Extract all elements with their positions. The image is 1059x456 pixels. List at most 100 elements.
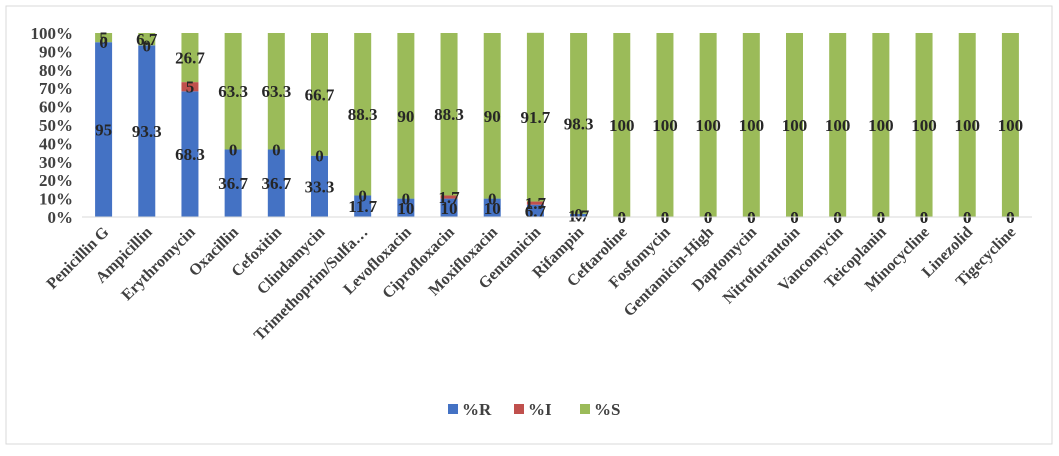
data-label: 1.7 <box>438 188 460 207</box>
legend-label: %S <box>594 400 620 419</box>
bar-segment <box>483 33 501 199</box>
legend-label: %R <box>462 400 492 419</box>
data-label: 11.7 <box>348 197 377 216</box>
data-label: 0 <box>488 190 497 209</box>
y-tick-label: 90% <box>39 42 73 61</box>
data-label: 100 <box>954 116 980 135</box>
data-label: 100 <box>739 116 765 135</box>
bar-segment <box>267 149 285 217</box>
bar-segment <box>311 33 328 156</box>
data-label: 68.3 <box>175 145 205 164</box>
bar-segment <box>267 33 285 150</box>
data-label: 63.3 <box>218 82 248 101</box>
bars <box>95 32 1019 218</box>
bar-segment <box>440 198 458 217</box>
bar-segment <box>440 33 458 196</box>
bar-segment <box>354 33 372 196</box>
bar-segment <box>570 33 588 214</box>
data-label: 6.7 <box>136 30 158 49</box>
data-label: 98.3 <box>564 114 594 133</box>
data-label: 100 <box>998 116 1024 135</box>
y-tick-label: 40% <box>39 134 73 153</box>
y-tick-label: 50% <box>39 116 73 135</box>
y-tick-label: 60% <box>39 98 73 117</box>
data-label: 66.7 <box>305 85 335 104</box>
y-tick-label: 70% <box>39 79 73 98</box>
bar-segment <box>526 201 544 205</box>
bar-segment <box>224 33 242 150</box>
y-tick-label: 10% <box>39 190 73 209</box>
y-tick-label: 20% <box>39 171 73 190</box>
data-label: 0 <box>229 140 238 159</box>
data-label: 36.7 <box>218 174 248 193</box>
data-label: 33.3 <box>305 177 335 196</box>
bar-segment <box>95 33 113 43</box>
y-tick-label: 100% <box>31 24 74 43</box>
data-label: 93.3 <box>132 122 162 141</box>
bar-segment <box>181 82 199 92</box>
data-label: 10 <box>441 199 458 218</box>
data-label: 100 <box>782 116 808 135</box>
bar-segment <box>570 213 588 217</box>
bar-segment <box>181 33 199 83</box>
legend-swatch <box>448 404 458 414</box>
data-label: 63.3 <box>261 82 291 101</box>
data-label: 100 <box>911 116 937 135</box>
bar-segment <box>958 33 976 217</box>
data-label: 5 <box>186 78 195 97</box>
y-tick-label: 0% <box>48 208 74 227</box>
bar-segment <box>138 33 156 46</box>
data-label: 0 <box>272 140 281 159</box>
bar-segment <box>138 45 156 217</box>
data-label: 0 <box>99 33 108 52</box>
data-label: 88.3 <box>434 105 464 124</box>
data-label: 0 <box>358 186 367 205</box>
y-axis: 0%10%20%30%40%50%60%70%80%90%100% <box>31 24 74 227</box>
bar-segment <box>354 195 372 217</box>
bar-segment <box>786 33 803 217</box>
data-label: 100 <box>609 116 635 135</box>
data-label: 0 <box>402 190 411 209</box>
data-label: 95 <box>95 121 112 140</box>
bar-segment <box>397 33 415 199</box>
bar-segment <box>1001 33 1019 217</box>
bar-segment <box>483 198 501 217</box>
data-label: 0 <box>143 36 152 55</box>
bar-segment <box>181 91 199 217</box>
bar-segment <box>699 33 717 217</box>
data-label: 100 <box>868 116 894 135</box>
data-label: 1.7 <box>525 194 547 213</box>
data-label: 36.7 <box>261 174 291 193</box>
bar-segment <box>613 33 631 217</box>
data-label: 100 <box>652 116 678 135</box>
legend-label: %I <box>528 400 552 419</box>
data-label: 88.3 <box>348 105 378 124</box>
data-label: 26.7 <box>175 49 205 68</box>
legend-swatch <box>514 404 524 414</box>
data-label: 0 <box>574 205 583 224</box>
bar-segment <box>440 195 458 199</box>
data-label: 91.7 <box>521 108 551 127</box>
bar-segment <box>526 204 544 217</box>
bar-segment <box>311 155 328 217</box>
bar-segment <box>872 33 890 217</box>
data-label: 10 <box>484 199 501 218</box>
bar-segment <box>915 33 933 217</box>
legend-swatch <box>580 404 590 414</box>
bar-segment <box>829 33 847 217</box>
data-label: 90 <box>397 107 414 126</box>
bar-segment <box>397 198 415 217</box>
data-label: 100 <box>825 116 851 135</box>
legend: %R %I %S <box>448 400 620 419</box>
bar-segment <box>95 42 113 218</box>
data-label: 5 <box>99 29 108 48</box>
data-label: 90 <box>484 107 501 126</box>
bar-segment <box>526 32 544 202</box>
bar-segment <box>656 33 674 217</box>
data-label: 1.7 <box>568 206 590 225</box>
data-label: 100 <box>695 116 721 135</box>
data-label: 0 <box>315 147 324 166</box>
y-tick-label: 80% <box>39 61 73 80</box>
